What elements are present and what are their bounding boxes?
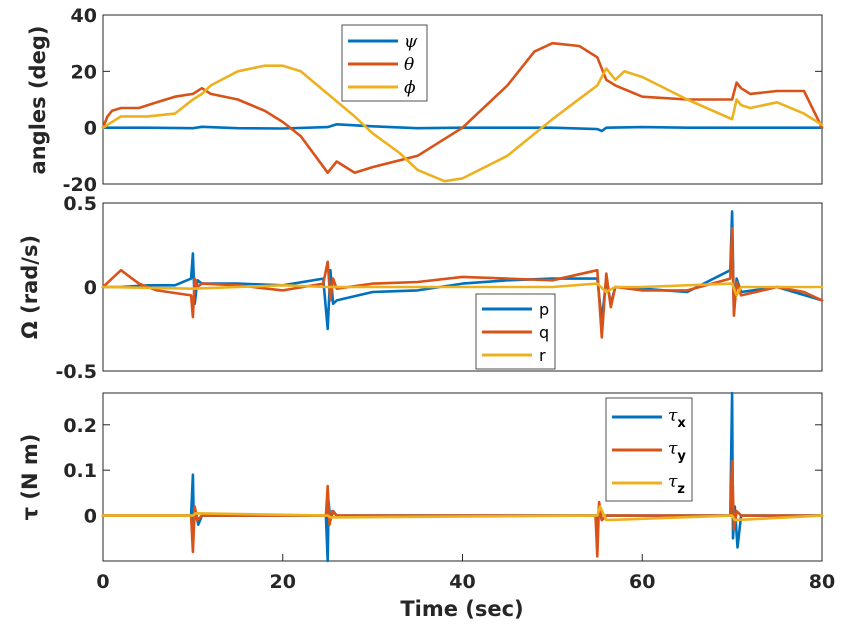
angles-series-2-line bbox=[101, 41, 824, 174]
angles-series bbox=[101, 41, 824, 183]
legend-p-label: p bbox=[539, 300, 549, 319]
x-tick-label: 60 bbox=[629, 571, 655, 593]
torques-panel: 0 0.1 0.2 0 20 40 60 80 τ (N m) Time (sec) τx … bbox=[18, 391, 835, 621]
x-tick-label: 0 bbox=[96, 571, 109, 593]
angles-panel: -20 0 20 40 angles (deg) ψ θ ϕ bbox=[26, 5, 824, 196]
torques-x-ticks: 0 20 40 60 80 bbox=[96, 554, 835, 593]
angles-ytick-label: -20 bbox=[63, 174, 97, 196]
rates-ytick-label: 0 bbox=[84, 277, 97, 299]
torques-ytick-label: 0.2 bbox=[63, 415, 97, 437]
torques-y-ticks: 0 0.1 0.2 bbox=[63, 415, 822, 528]
rates-y-label: Ω (rad/s) bbox=[18, 235, 42, 339]
angles-series-3-line bbox=[101, 64, 824, 183]
legend-tauy-sub: y bbox=[677, 449, 686, 464]
angles-y-label: angles (deg) bbox=[26, 26, 50, 175]
torques-series bbox=[101, 391, 824, 563]
torques-y-label: τ (N m) bbox=[18, 434, 42, 521]
torques-series-3-line bbox=[101, 505, 824, 522]
angles-legend: ψ θ ϕ bbox=[341, 24, 428, 102]
angles-series-1-line bbox=[101, 123, 824, 133]
legend-phi-label: ϕ bbox=[404, 78, 416, 98]
rates-ytick-label: -0.5 bbox=[55, 361, 97, 383]
legend-tauy-main: τ bbox=[668, 439, 678, 459]
rates-series-3-line bbox=[101, 282, 824, 297]
torques-ytick-label: 0.1 bbox=[63, 460, 97, 482]
x-tick-label: 40 bbox=[449, 571, 475, 593]
legend-tauz-sub: z bbox=[677, 482, 685, 497]
angles-ytick-label: 0 bbox=[84, 118, 97, 140]
legend-taux-sub: x bbox=[677, 416, 686, 431]
torques-axes-box bbox=[102, 392, 823, 562]
torques-ytick-label: 0 bbox=[84, 506, 97, 528]
legend-taux-main: τ bbox=[668, 406, 678, 426]
x-axis-label: Time (sec) bbox=[400, 597, 523, 621]
angles-ytick-label: 20 bbox=[71, 61, 97, 83]
legend-psi-label: ψ bbox=[404, 32, 418, 52]
x-tick-label: 20 bbox=[270, 571, 296, 593]
rates-series-2-line bbox=[101, 226, 824, 339]
legend-taux-label: τx bbox=[668, 406, 686, 431]
torques-legend: τx τy τz bbox=[605, 397, 693, 502]
legend-tauy-label: τy bbox=[668, 439, 686, 464]
legend-theta-label: θ bbox=[404, 55, 414, 75]
rates-panel: -0.5 0 0.5 Ω (rad/s) p q r bbox=[18, 193, 824, 383]
angles-y-ticks: -20 0 20 40 bbox=[63, 5, 822, 196]
angles-ytick-label: 40 bbox=[71, 5, 97, 27]
rates-ytick-label: 0.5 bbox=[63, 193, 97, 215]
rates-series bbox=[101, 210, 824, 339]
rates-legend: p q r bbox=[475, 293, 556, 370]
legend-q-label: q bbox=[539, 323, 549, 342]
legend-r-label: r bbox=[539, 346, 546, 365]
x-tick-label: 80 bbox=[809, 571, 835, 593]
legend-tauz-label: τz bbox=[668, 472, 685, 497]
legend-tauz-main: τ bbox=[668, 472, 678, 492]
